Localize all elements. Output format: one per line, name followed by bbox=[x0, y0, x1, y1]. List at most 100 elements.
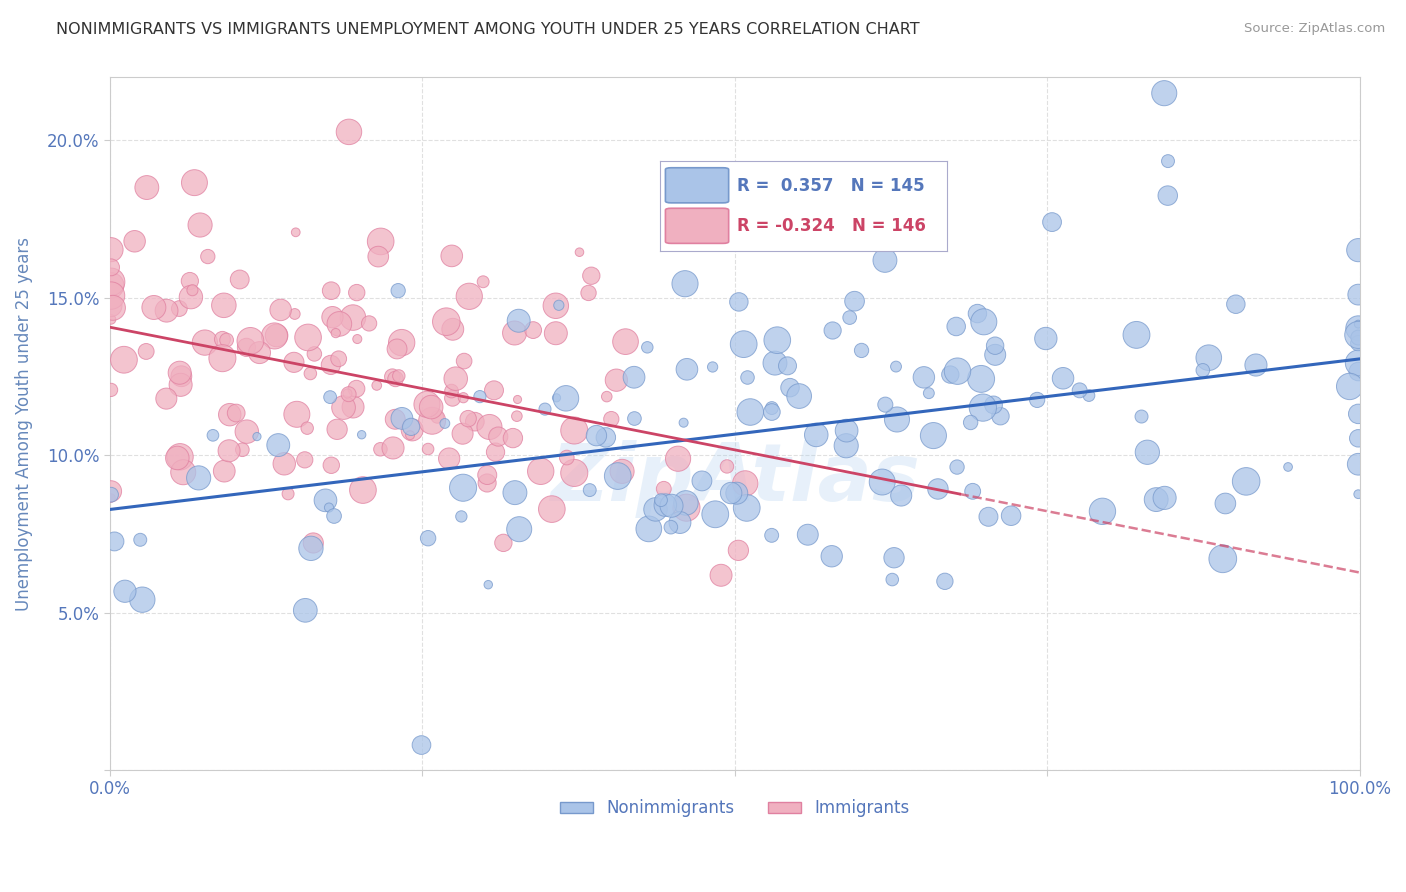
Point bbox=[100, 278, 122, 293]
Point bbox=[578, 285, 600, 300]
Point bbox=[478, 420, 501, 434]
Point bbox=[1125, 327, 1147, 342]
Point bbox=[249, 345, 271, 359]
Point bbox=[945, 319, 967, 334]
Point bbox=[946, 460, 969, 475]
Point bbox=[934, 574, 956, 589]
Point bbox=[720, 486, 742, 500]
Point bbox=[984, 339, 1007, 353]
Point bbox=[990, 409, 1012, 424]
Point bbox=[416, 531, 439, 545]
Point bbox=[672, 416, 695, 430]
Point bbox=[1225, 297, 1247, 311]
Point bbox=[323, 508, 346, 523]
Point bbox=[342, 310, 364, 325]
Point bbox=[100, 491, 122, 505]
Point bbox=[562, 424, 585, 438]
Point bbox=[977, 509, 1000, 524]
Point bbox=[246, 429, 269, 443]
Point bbox=[367, 250, 389, 264]
Point bbox=[546, 391, 568, 405]
Point bbox=[534, 402, 557, 417]
Point bbox=[426, 409, 449, 424]
Point bbox=[451, 481, 474, 495]
Point bbox=[169, 450, 191, 464]
Point bbox=[1130, 409, 1153, 424]
Point bbox=[673, 277, 696, 291]
Point bbox=[1000, 508, 1022, 523]
Point bbox=[212, 298, 235, 312]
Point bbox=[1277, 460, 1299, 475]
Point bbox=[416, 397, 439, 411]
Point bbox=[441, 322, 464, 336]
Text: NONIMMIGRANTS VS IMMIGRANTS UNEMPLOYMENT AMONG YOUTH UNDER 25 YEARS CORRELATION : NONIMMIGRANTS VS IMMIGRANTS UNEMPLOYMENT… bbox=[56, 22, 920, 37]
Point bbox=[506, 409, 529, 424]
Point bbox=[605, 373, 627, 387]
Point bbox=[912, 370, 935, 384]
Point bbox=[787, 389, 810, 403]
Point bbox=[735, 500, 758, 515]
Point bbox=[180, 290, 202, 304]
Point bbox=[482, 384, 505, 398]
Point bbox=[927, 482, 949, 496]
Point bbox=[883, 550, 905, 565]
Point bbox=[235, 340, 257, 354]
Point bbox=[623, 411, 645, 425]
Point bbox=[503, 485, 526, 500]
Point bbox=[596, 390, 619, 404]
Point bbox=[710, 568, 733, 582]
Point bbox=[734, 476, 756, 491]
Point bbox=[100, 383, 122, 397]
Point bbox=[434, 315, 457, 329]
Point bbox=[918, 386, 941, 401]
Point bbox=[652, 482, 675, 496]
Point bbox=[492, 536, 515, 550]
Point bbox=[600, 412, 623, 426]
Point bbox=[737, 370, 759, 384]
Point bbox=[450, 509, 472, 524]
Point bbox=[314, 493, 336, 508]
Point bbox=[169, 377, 191, 392]
Point bbox=[100, 312, 122, 326]
Point bbox=[650, 493, 672, 508]
Point bbox=[100, 488, 122, 502]
Point bbox=[201, 428, 224, 442]
Point bbox=[135, 180, 157, 194]
Point bbox=[835, 424, 858, 438]
Point bbox=[384, 412, 406, 426]
Point bbox=[441, 391, 464, 405]
Point bbox=[453, 391, 475, 405]
Text: ZipAtlas: ZipAtlas bbox=[550, 440, 920, 518]
Point bbox=[211, 332, 233, 346]
Point bbox=[370, 235, 392, 249]
Point bbox=[875, 398, 897, 412]
Point bbox=[359, 317, 381, 331]
Point bbox=[437, 451, 460, 466]
Point bbox=[211, 351, 233, 366]
Point bbox=[352, 483, 374, 497]
Point bbox=[1035, 331, 1057, 345]
Point bbox=[568, 245, 591, 260]
Point bbox=[326, 422, 349, 436]
Point bbox=[231, 442, 253, 457]
Point bbox=[1347, 356, 1369, 370]
Point bbox=[644, 502, 666, 516]
Point bbox=[1347, 365, 1369, 379]
Point bbox=[984, 348, 1007, 362]
Point bbox=[484, 445, 506, 459]
Point bbox=[797, 527, 820, 541]
Point bbox=[342, 400, 364, 414]
Point bbox=[555, 392, 578, 406]
Point bbox=[100, 260, 122, 275]
Point bbox=[382, 441, 405, 455]
Point bbox=[973, 315, 995, 329]
Point bbox=[321, 458, 343, 473]
Point bbox=[972, 401, 994, 415]
Point bbox=[1347, 317, 1369, 331]
Point bbox=[728, 294, 751, 309]
Point bbox=[676, 362, 699, 376]
Y-axis label: Unemployment Among Youth under 25 years: Unemployment Among Youth under 25 years bbox=[15, 236, 32, 611]
Point bbox=[451, 426, 474, 441]
Point bbox=[263, 329, 285, 343]
Point bbox=[1347, 336, 1369, 351]
